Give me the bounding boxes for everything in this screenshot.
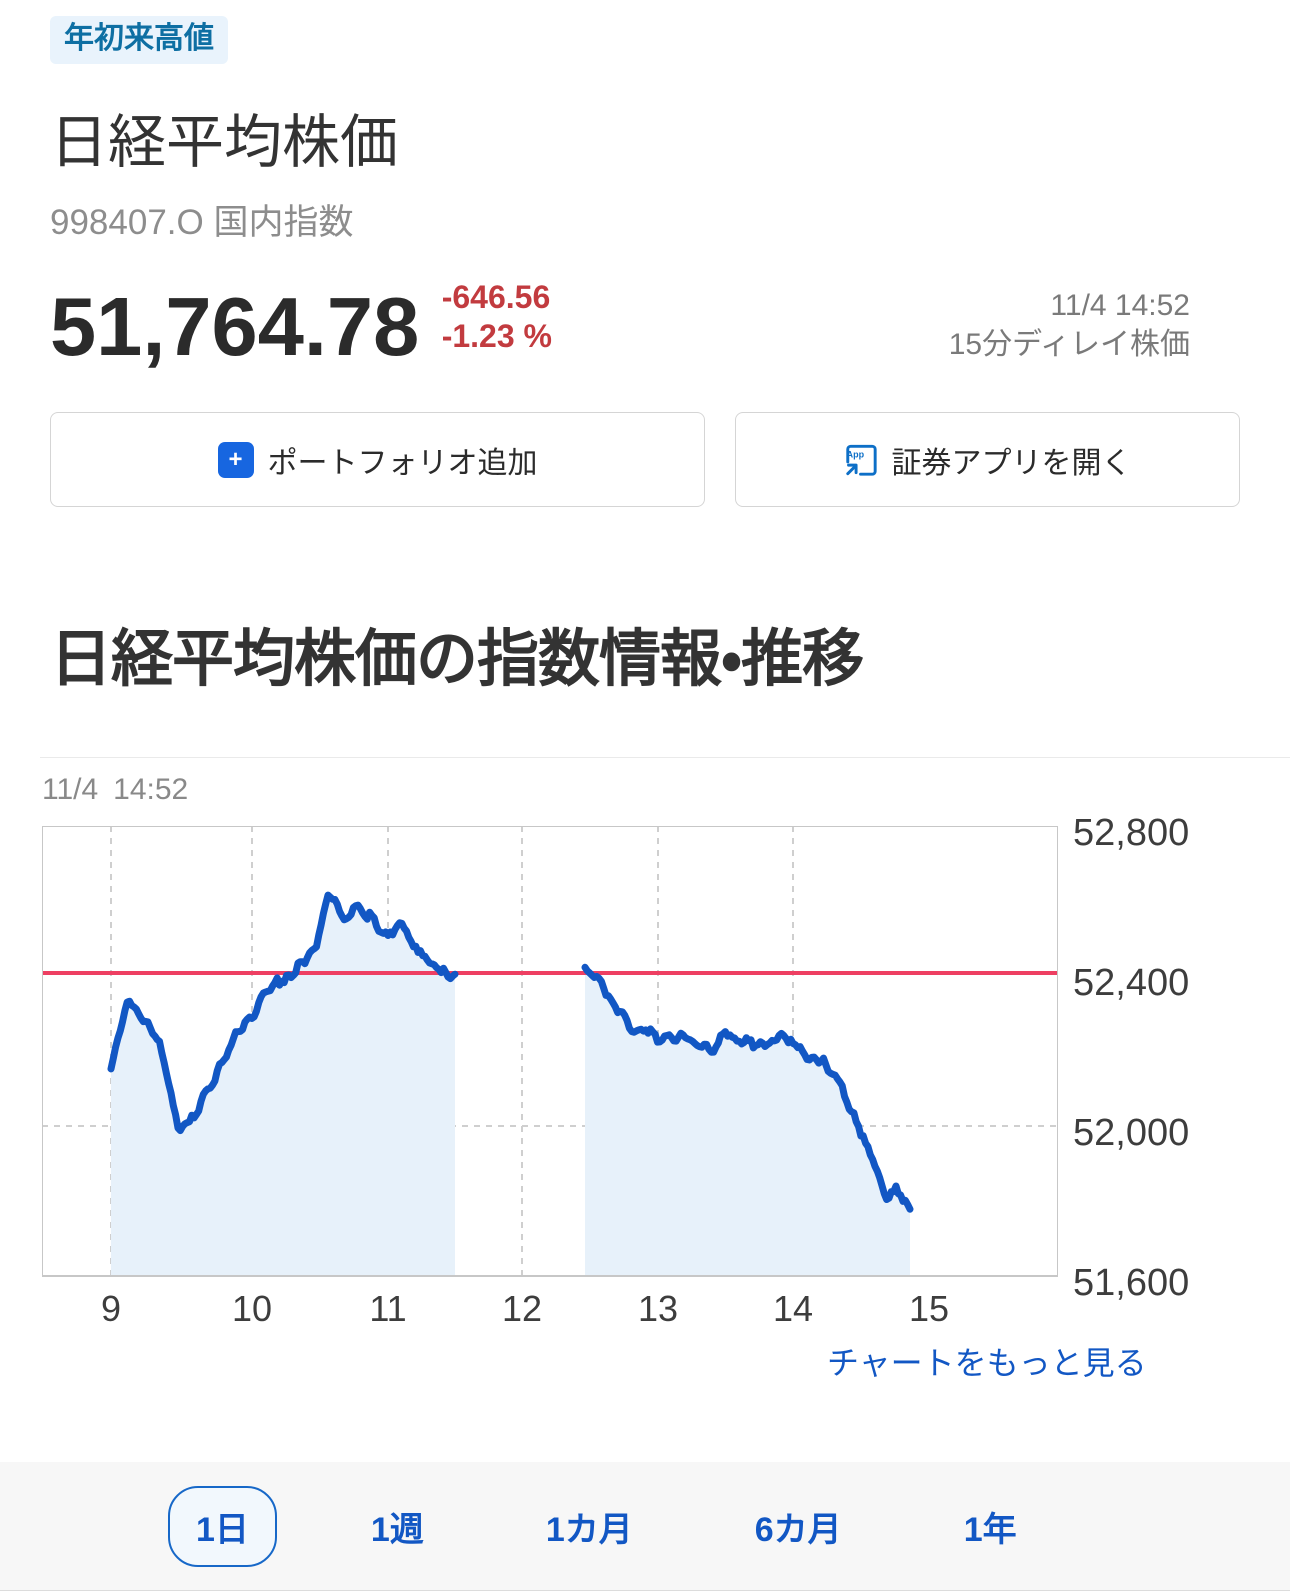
svg-text:App: App [846, 449, 864, 459]
